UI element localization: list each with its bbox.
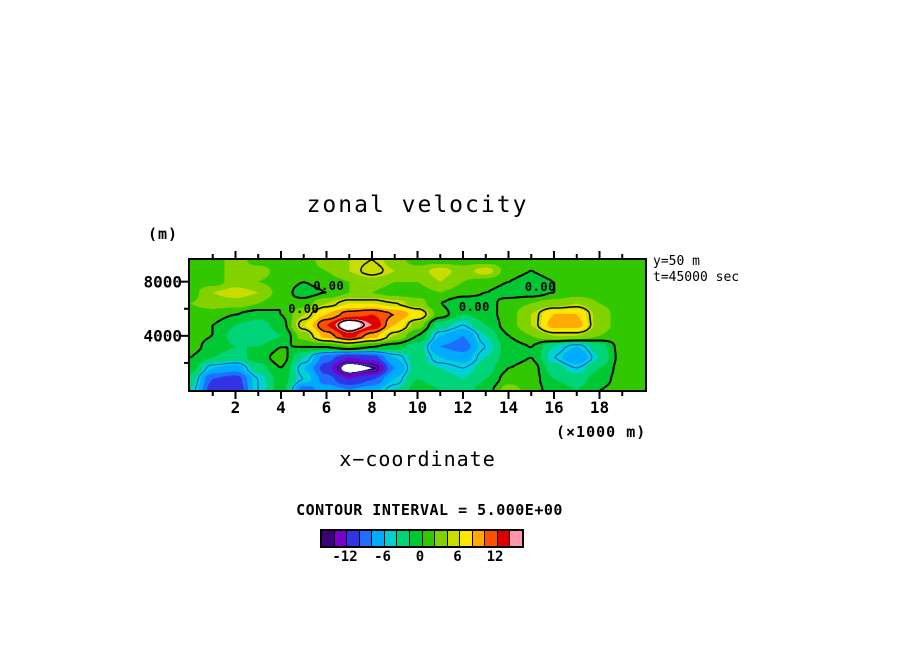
contour-label-layer: 0.00 0.00 0.00 0.00 xyxy=(190,260,645,390)
contour-level-label: 0.00 xyxy=(288,301,320,316)
colorbar-segment xyxy=(384,531,398,546)
colorbar xyxy=(320,529,524,548)
x-tick-label: 10 xyxy=(407,398,428,417)
time-label: t=45000 sec xyxy=(653,270,740,285)
colorbar-segment xyxy=(359,531,373,546)
x-axis-title: x−coordinate xyxy=(339,447,496,471)
colorbar-tick-label: 6 xyxy=(453,549,462,565)
colorbar-segment xyxy=(435,531,448,546)
contour-canvas xyxy=(190,260,645,390)
colorbar-tick-label: -6 xyxy=(374,549,391,565)
colorbar-tick-label: 12 xyxy=(486,549,504,565)
contour-level-label: 0.00 xyxy=(313,278,345,293)
colorbar-segment xyxy=(409,531,423,546)
x-axis-tick-labels: 2 4 6 8 10 12 14 16 18 xyxy=(190,398,645,418)
x-tick-label: 6 xyxy=(321,398,332,417)
contour-level-label: 0.00 xyxy=(524,280,556,295)
y-axis-tick-labels: 8000 4000 xyxy=(118,260,182,390)
contour-plot: 0.00 0.00 0.00 0.00 xyxy=(188,258,647,392)
contour-interval-caption: CONTOUR INTERVAL = 5.000E+00 xyxy=(296,501,563,519)
y-tick-label: 8000 xyxy=(143,272,182,292)
colorbar-tick-label: -12 xyxy=(332,549,358,565)
colorbar-tick-labels: -12 -6 0 6 12 xyxy=(320,549,520,565)
colorbar-segment xyxy=(485,531,498,546)
colorbar-segment xyxy=(334,531,348,546)
colorbar-segment xyxy=(497,531,511,546)
x-tick-label: 14 xyxy=(498,398,519,417)
x-tick-label: 8 xyxy=(367,398,377,417)
y-tick-label: 4000 xyxy=(143,326,182,346)
x-tick-label: 2 xyxy=(230,398,241,417)
colorbar-segment xyxy=(447,531,461,546)
chart-title: zonal velocity xyxy=(306,192,529,218)
contour-level-label: 0.00 xyxy=(458,300,490,315)
colorbar-segment xyxy=(372,531,385,546)
axis-ticks xyxy=(180,251,624,399)
x-tick-label: 12 xyxy=(453,398,473,417)
colorbar-segment xyxy=(347,531,360,546)
x-tick-label: 4 xyxy=(276,398,286,417)
colorbar-segment xyxy=(397,531,410,546)
x-axis-unit-label: (×1000 m) xyxy=(556,423,647,441)
colorbar-segment xyxy=(472,531,486,546)
colorbar-segment xyxy=(460,531,473,546)
y-slice-label: y=50 m xyxy=(653,254,700,269)
colorbar-segment xyxy=(322,531,335,546)
x-tick-label: 18 xyxy=(589,398,610,417)
colorbar-tick-label: 0 xyxy=(415,549,425,565)
y-axis-unit-label: (m) xyxy=(148,225,179,243)
colorbar-segment xyxy=(422,531,436,546)
x-tick-label: 16 xyxy=(544,398,564,417)
slice-annotation: y=50 m t=45000 sec xyxy=(653,254,739,286)
colorbar-segment xyxy=(510,531,522,546)
